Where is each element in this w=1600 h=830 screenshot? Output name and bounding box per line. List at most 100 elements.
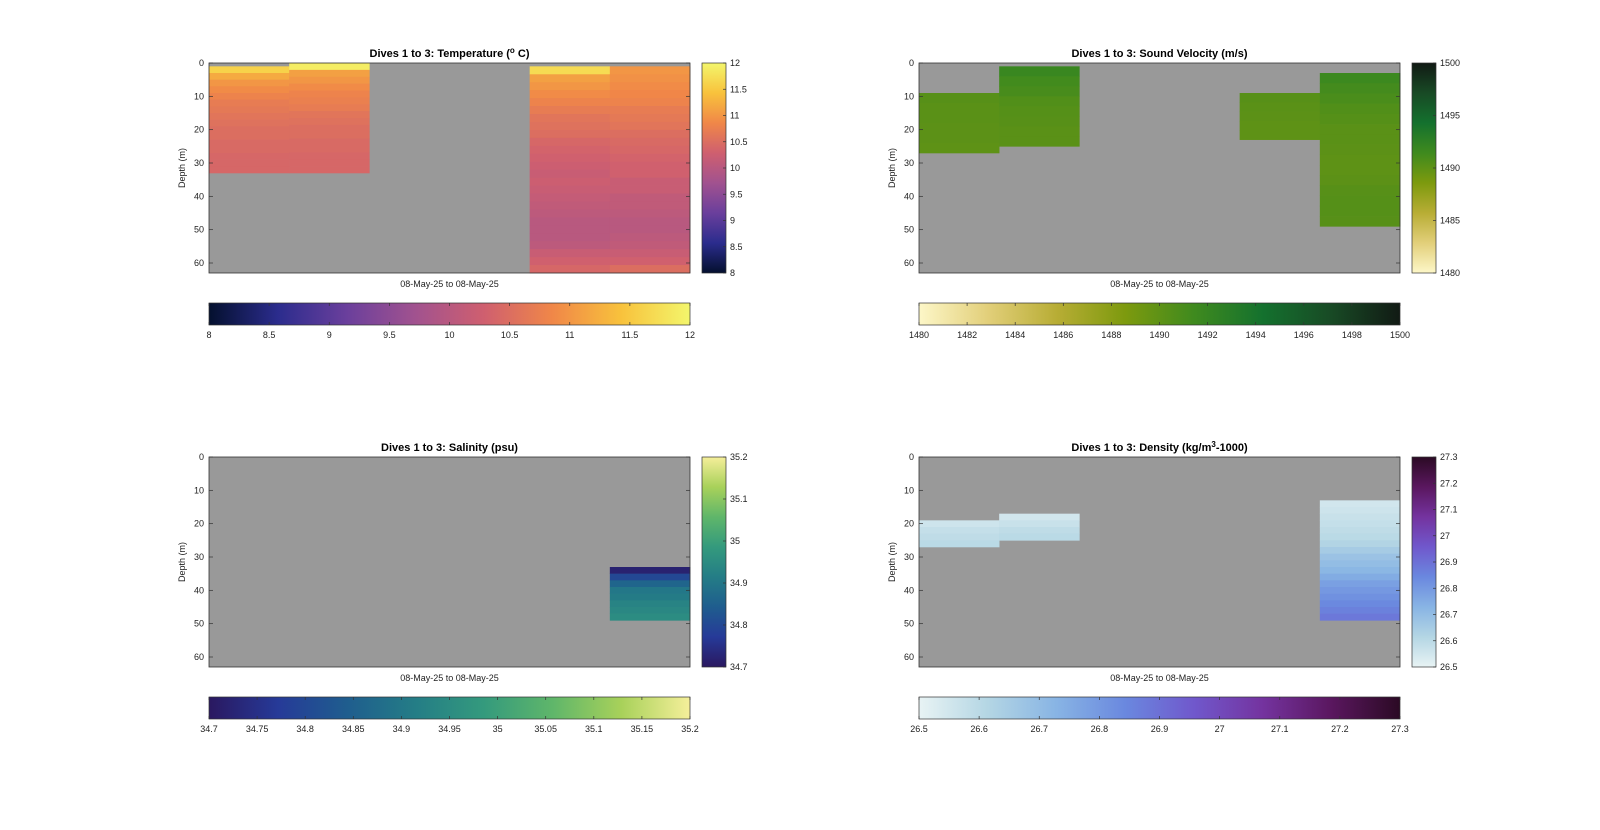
temperature-colorbar-vertical-tick: 8	[730, 268, 735, 278]
temperature-colorbar-vertical-tick: 11	[730, 111, 739, 121]
sound-velocity-cell	[999, 66, 1080, 77]
temperature-cell	[529, 121, 611, 131]
density-ytick-label: 50	[904, 619, 914, 629]
salinity-ytick-label: 10	[194, 485, 204, 495]
sound-velocity-cell	[1319, 124, 1401, 135]
density-colorbar-horizontal-tick: 27.1	[1271, 724, 1289, 734]
temperature-cell	[289, 152, 370, 160]
density-colorbar-horizontal-tick: 26.6	[970, 724, 988, 734]
salinity-ylabel: Depth (m)	[177, 542, 187, 582]
density-cell	[919, 540, 1000, 548]
density-cell	[999, 513, 1080, 521]
temperature-colorbar-horizontal-tick: 10.5	[501, 330, 519, 340]
salinity-cell	[609, 600, 691, 608]
sound-velocity-axes-frame	[918, 62, 1401, 274]
temperature-colorbar-horizontal-tick: 12	[685, 330, 695, 340]
density-colorbar-horizontal-tick: 27.2	[1331, 724, 1349, 734]
temperature-cell	[289, 145, 370, 153]
temperature-cell	[289, 97, 370, 105]
temperature-colorbar-horizontal-tick: 11	[565, 330, 574, 340]
sound-velocity-cell	[1319, 103, 1401, 115]
sound-velocity-cell	[999, 116, 1080, 127]
temperature-cell	[609, 82, 691, 91]
sound-velocity-colorbar-horizontal-tick: 1482	[957, 330, 977, 340]
temperature-cell	[609, 169, 691, 178]
sound-velocity-cell	[1239, 102, 1321, 112]
temperature-cell	[529, 265, 611, 274]
sound-velocity-cell	[999, 76, 1080, 87]
temperature-cell	[609, 257, 691, 266]
salinity-cell	[609, 580, 691, 588]
temperature-cell	[289, 131, 370, 139]
temperature-cell	[289, 76, 370, 84]
temperature-cell	[609, 193, 691, 202]
temperature-cell	[529, 225, 611, 234]
density-cell	[919, 520, 1000, 528]
temperature-cell	[209, 113, 290, 120]
sound-velocity-cell	[1319, 175, 1401, 186]
temperature-cell	[209, 133, 290, 140]
temperature-cell	[209, 119, 290, 127]
temperature-cell	[289, 166, 370, 174]
density-colorbar-vertical-tick: 26.5	[1440, 662, 1458, 672]
density-colorbar-horizontal-tick: 26.9	[1151, 724, 1169, 734]
sound-velocity-ytick-label: 0	[909, 58, 914, 68]
sound-velocity-cell	[1239, 130, 1321, 140]
sound-velocity-cell	[1319, 113, 1401, 125]
density-cell	[1319, 547, 1401, 554]
density-colorbar-horizontal-tick: 27	[1215, 724, 1225, 734]
temperature-cell	[209, 159, 290, 167]
temperature-cell	[609, 249, 691, 258]
salinity-cell	[609, 607, 691, 614]
temperature-colorbar-horizontal	[208, 302, 691, 326]
temperature-ytick-label: 60	[194, 258, 204, 268]
temperature-cell	[609, 153, 691, 163]
sound-velocity-cell	[1319, 83, 1401, 94]
salinity-ytick-label: 0	[199, 452, 204, 462]
density-cell	[999, 520, 1080, 528]
temperature-colorbar-vertical-tick: 11.5	[730, 84, 747, 94]
sound-velocity-panel: Dives 1 to 3: Sound Velocity (m/s) 0 10 20 3…	[887, 48, 1460, 340]
temperature-ytick-label: 50	[194, 225, 204, 235]
density-ytick-label: 60	[904, 652, 914, 662]
temperature-axes-frame	[208, 62, 691, 274]
density-xlabel: 08-May-25 to 08-May-25	[1110, 673, 1209, 683]
temperature-cell	[289, 69, 370, 78]
sound-velocity-cell	[999, 106, 1080, 117]
temperature-cell	[609, 217, 691, 226]
sound-velocity-ytick-label: 10	[904, 91, 914, 101]
salinity-colorbar-horizontal-tick: 34.8	[296, 724, 314, 734]
density-cell	[1319, 573, 1401, 581]
sound-velocity-colorbar-vertical-tick: 1480	[1440, 268, 1460, 278]
salinity-cell	[609, 567, 691, 574]
sound-velocity-cell	[1319, 93, 1401, 104]
sound-velocity-colorbar-horizontal-tick: 1492	[1198, 330, 1218, 340]
sound-velocity-cell	[999, 86, 1080, 97]
salinity-colorbar-horizontal-tick: 34.7	[200, 724, 218, 734]
density-cell	[1319, 520, 1401, 528]
salinity-colorbar-horizontal-tick: 35.2	[681, 724, 699, 734]
temperature-cell	[529, 153, 611, 163]
temperature-colorbar-vertical-tick: 10	[730, 163, 740, 173]
sound-velocity-ytick-label: 50	[904, 225, 914, 235]
salinity-colorbar-horizontal-tick: 35.05	[534, 724, 557, 734]
sound-velocity-cell	[919, 133, 1000, 144]
sound-velocity-cell	[919, 103, 1000, 114]
salinity-colorbar-horizontal-tick: 35	[493, 724, 503, 734]
sound-velocity-cell	[1319, 216, 1401, 227]
temperature-cell	[609, 145, 691, 155]
sound-velocity-cell	[919, 123, 1000, 134]
temperature-cell	[609, 209, 691, 218]
temperature-colorbar-vertical-tick: 8.5	[730, 242, 743, 252]
density-cell	[1319, 513, 1401, 521]
salinity-colorbar-horizontal-tick: 35.15	[631, 724, 654, 734]
temperature-cell	[609, 90, 691, 99]
temperature-cell	[289, 118, 370, 126]
temperature-colorbar-horizontal-tick: 8.5	[263, 330, 276, 340]
sound-velocity-cell	[1319, 154, 1401, 166]
temperature-ytick-label: 0	[199, 58, 204, 68]
temperature-ylabel: Depth (m)	[177, 148, 187, 188]
temperature-cell	[529, 201, 611, 210]
density-cell	[1319, 540, 1401, 548]
density-cell	[1319, 500, 1401, 508]
